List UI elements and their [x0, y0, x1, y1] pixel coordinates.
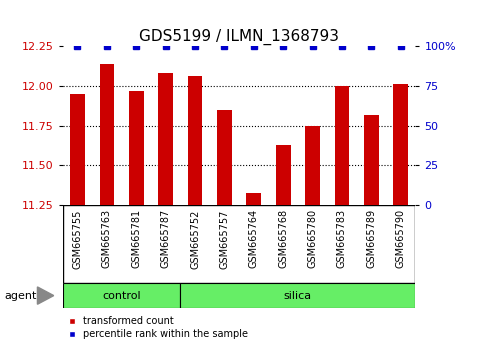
- Bar: [305, 126, 320, 205]
- Bar: [99, 63, 114, 205]
- Bar: [335, 86, 349, 205]
- Bar: [188, 76, 202, 205]
- Text: GSM665768: GSM665768: [278, 209, 288, 268]
- Text: GSM665787: GSM665787: [161, 209, 170, 268]
- Text: control: control: [102, 291, 141, 301]
- Text: GSM665783: GSM665783: [337, 209, 347, 268]
- Text: GSM665752: GSM665752: [190, 209, 200, 269]
- Bar: [246, 193, 261, 205]
- Text: GSM665789: GSM665789: [366, 209, 376, 268]
- Text: GSM665764: GSM665764: [249, 209, 259, 268]
- Text: GSM665790: GSM665790: [396, 209, 406, 268]
- Bar: [129, 91, 143, 205]
- Title: GDS5199 / ILMN_1368793: GDS5199 / ILMN_1368793: [139, 28, 339, 45]
- Text: silica: silica: [284, 291, 312, 301]
- Text: agent: agent: [5, 291, 37, 301]
- Bar: [393, 84, 408, 205]
- Bar: [158, 73, 173, 205]
- Bar: [364, 114, 379, 205]
- Bar: [63, 283, 180, 308]
- Text: GSM665780: GSM665780: [308, 209, 317, 268]
- Polygon shape: [38, 287, 54, 304]
- Text: GSM665755: GSM665755: [72, 209, 83, 269]
- Text: GSM665781: GSM665781: [131, 209, 141, 268]
- Text: GSM665763: GSM665763: [102, 209, 112, 268]
- Bar: [217, 110, 232, 205]
- Bar: [180, 283, 415, 308]
- Text: GSM665757: GSM665757: [219, 209, 229, 269]
- Bar: [276, 145, 290, 205]
- Legend: transformed count, percentile rank within the sample: transformed count, percentile rank withi…: [68, 316, 248, 339]
- Bar: [70, 94, 85, 205]
